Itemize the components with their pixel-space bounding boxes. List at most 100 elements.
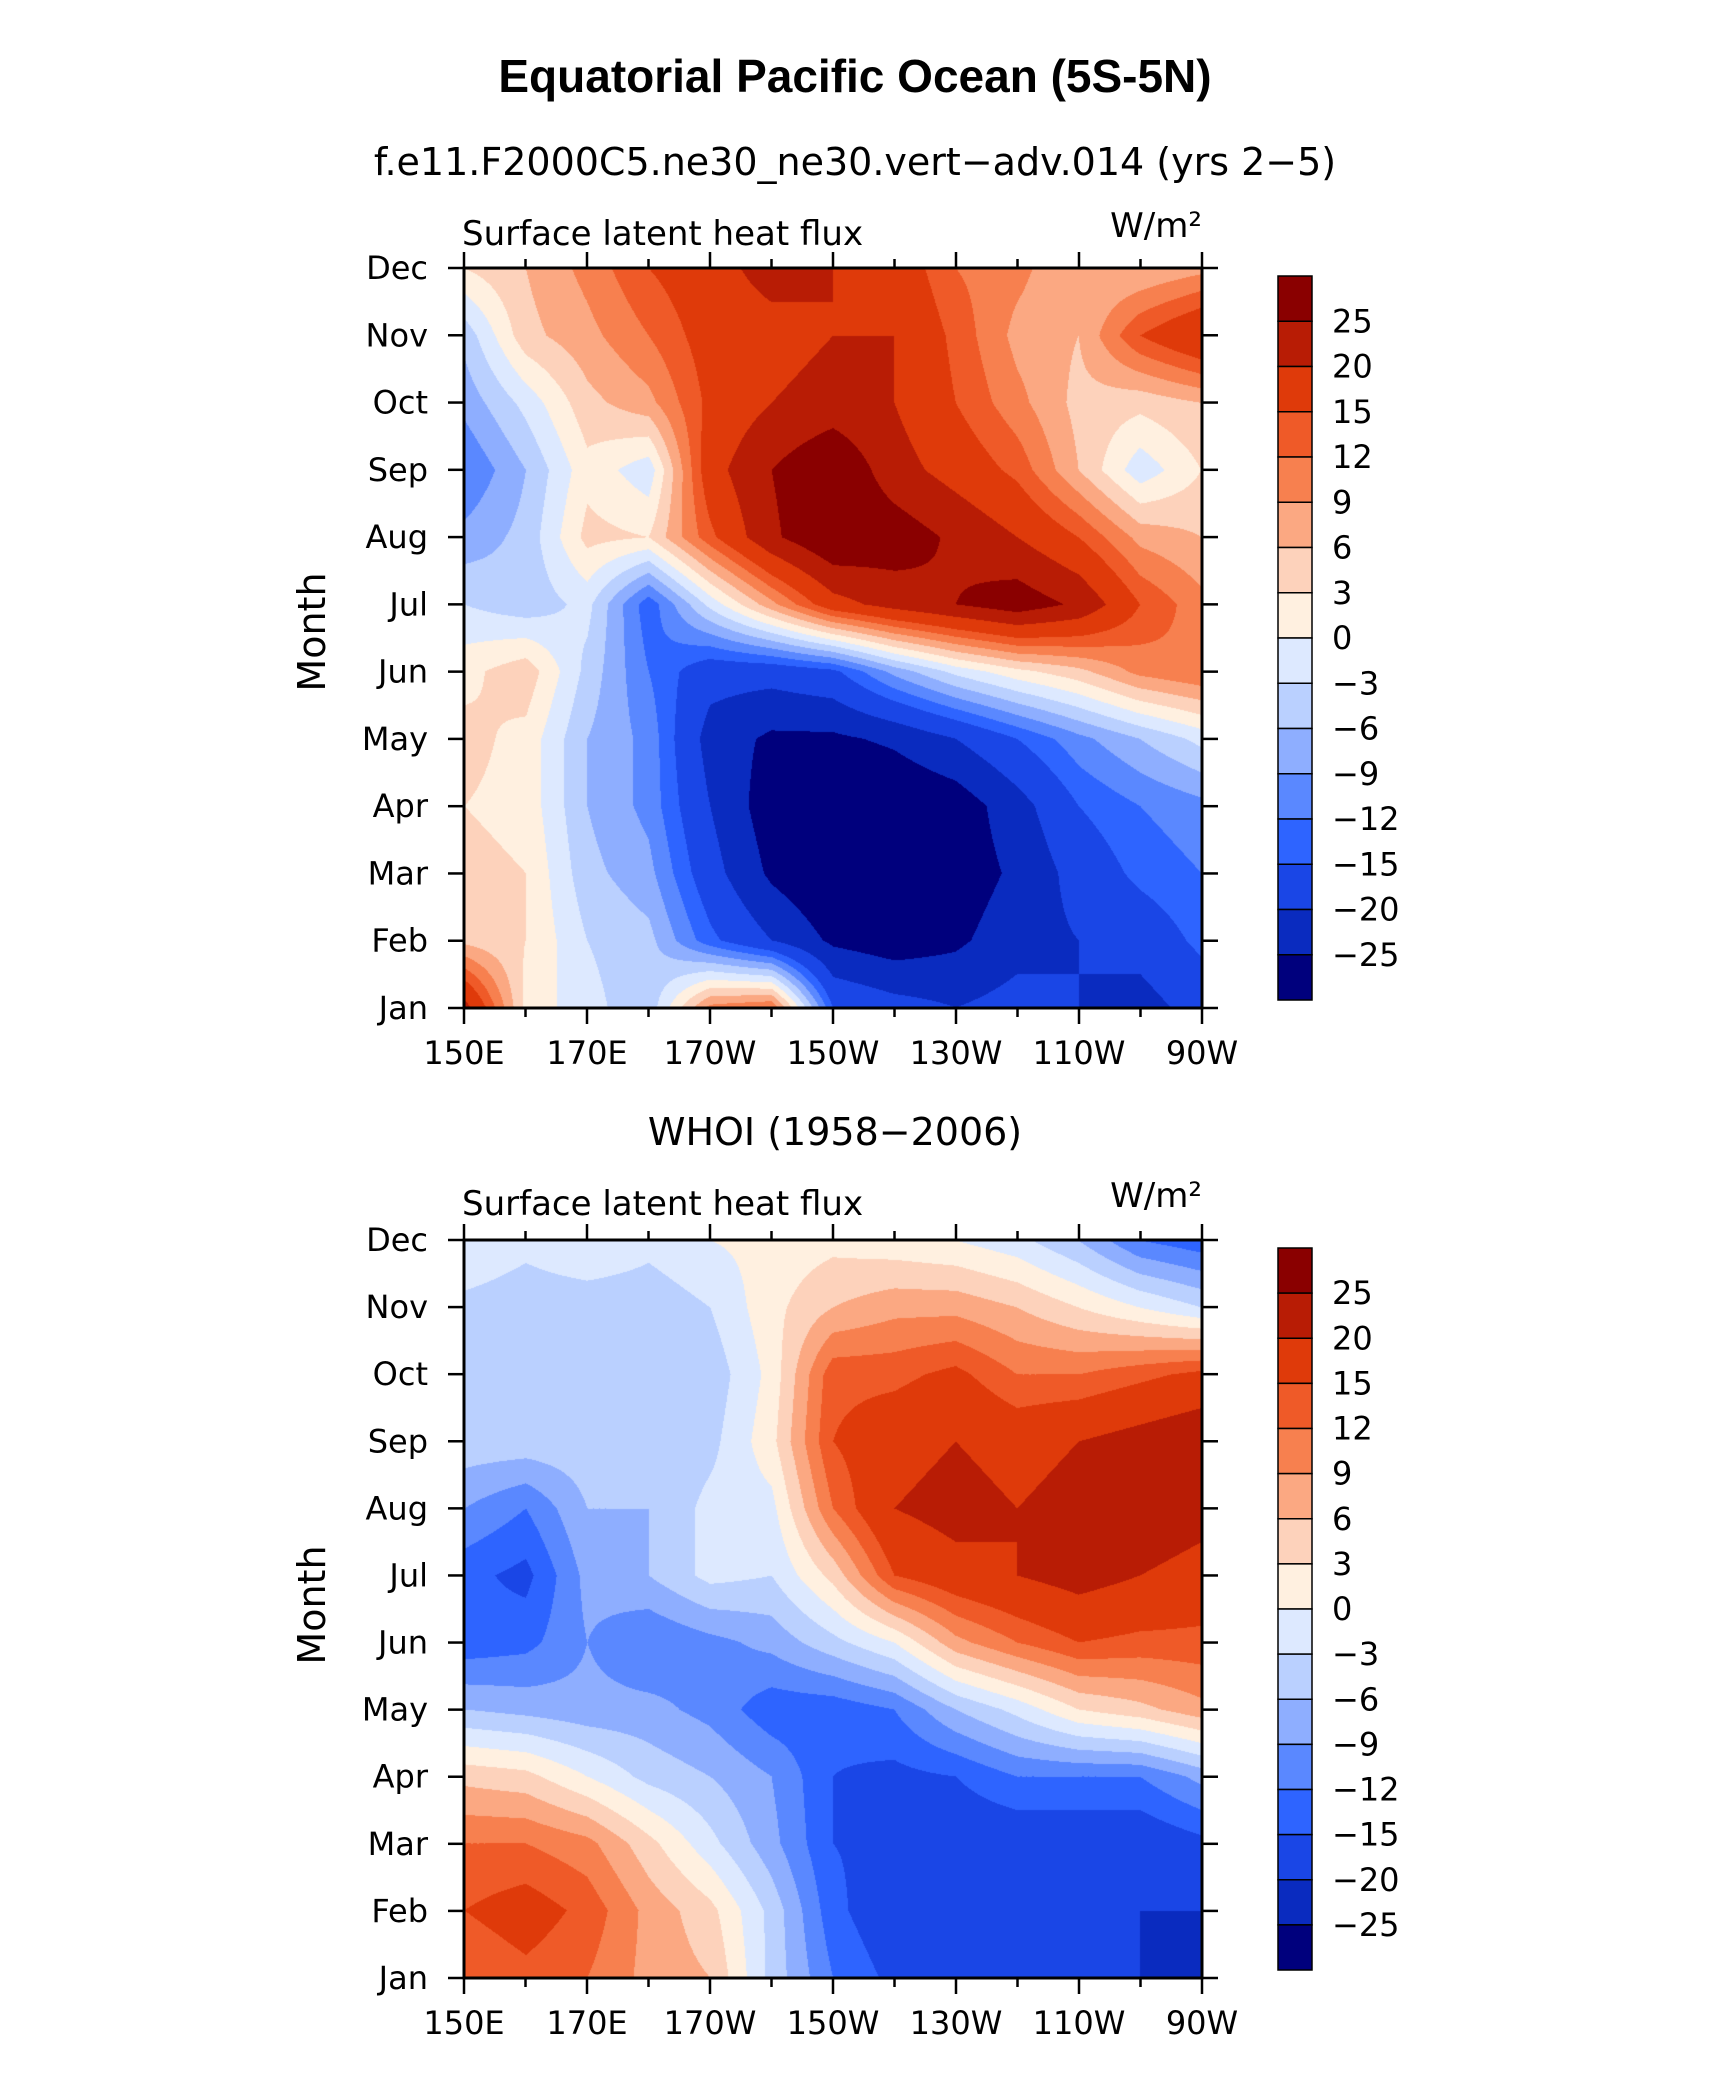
x-tick-label: 170E [546, 1034, 627, 1072]
colorbar-label: −3 [1332, 1635, 1379, 1673]
colorbar-label: −9 [1332, 755, 1379, 793]
y-tick-label: Dec [366, 249, 428, 287]
panel-top-units: W/m² [1110, 206, 1202, 246]
y-tick-label: Nov [366, 1288, 428, 1326]
x-tick-label: 150W [787, 1034, 880, 1072]
y-tick-label: Jul [387, 1556, 428, 1594]
colorbar-swatch [1277, 546, 1313, 594]
colorbar-label: 9 [1332, 1455, 1352, 1493]
colorbar-label: −15 [1332, 1816, 1400, 1854]
colorbar-label: 20 [1332, 1319, 1373, 1357]
panel-bottom-ylabel: Month [290, 1545, 334, 1664]
colorbar-label: −15 [1332, 845, 1400, 883]
colorbar-label: −6 [1332, 1680, 1379, 1718]
panel-top-ylabel: Month [290, 572, 334, 691]
y-tick-label: Apr [373, 787, 429, 825]
colorbar-swatch [1277, 773, 1313, 820]
colorbar-swatch [1277, 1743, 1313, 1791]
colorbar-swatch [1277, 954, 1313, 1001]
colorbar-swatch [1277, 1608, 1313, 1655]
colorbar-label: 0 [1332, 619, 1352, 657]
x-tick-label: 170W [664, 2004, 757, 2042]
colorbar-swatch [1277, 1833, 1313, 1881]
panel-top-variable-label: Surface latent heat flux [462, 214, 863, 254]
heatmap-field [464, 1240, 1202, 1978]
colorbar-swatch [1277, 1788, 1313, 1836]
panel-top: f.e11.F2000C5.ne30_ne30.vert−adv.014 (yr… [290, 140, 1400, 1072]
colorbar-label: −20 [1332, 891, 1400, 929]
colorbar-swatch [1277, 908, 1313, 956]
x-tick-label: 150W [787, 2004, 880, 2042]
colorbar-label: −12 [1332, 800, 1400, 838]
panel-top-colorbar: 25 20 15 12 9 6 3 0 −3 −6 −9 −12 −15 −20 −25 [1277, 275, 1400, 1001]
colorbar-swatch [1277, 320, 1313, 368]
x-tick-label: 130W [910, 1034, 1003, 1072]
colorbar-swatch [1277, 727, 1313, 775]
colorbar-swatch [1277, 1879, 1313, 1926]
colorbar-swatch [1277, 411, 1313, 458]
colorbar-swatch [1277, 1563, 1313, 1610]
colorbar-swatch [1277, 682, 1313, 730]
main-title: Equatorial Pacific Ocean (5S-5N) [498, 50, 1211, 102]
colorbar-label: −20 [1332, 1861, 1400, 1899]
panel-bottom: WHOI (1958−2006) Surface latent heat flu… [290, 1110, 1400, 2042]
colorbar-label: −25 [1332, 936, 1400, 974]
colorbar-label: 25 [1332, 302, 1373, 340]
colorbar-label: 25 [1332, 1274, 1373, 1312]
y-tick-label: Mar [368, 854, 429, 892]
colorbar-label: 9 [1332, 483, 1352, 521]
colorbar-swatch [1277, 637, 1313, 684]
colorbar-swatch [1277, 592, 1313, 639]
y-tick-label: Jun [376, 1624, 428, 1662]
y-tick-label: Nov [366, 316, 428, 354]
colorbar-label: 20 [1332, 348, 1373, 386]
colorbar-label: 12 [1332, 1410, 1373, 1448]
y-tick-label: Jun [376, 653, 428, 691]
colorbar-swatch [1277, 1472, 1313, 1520]
colorbar-swatch [1277, 1427, 1313, 1475]
panel-top-plot: 150E 170E 170W 150W 130W 110W 90W Jan Feb Mar Apr M… [362, 249, 1238, 1072]
y-tick-label: Sep [368, 1422, 428, 1460]
colorbar-label: −12 [1332, 1771, 1400, 1809]
y-tick-label: Aug [366, 1489, 428, 1527]
panel-bottom-colorbar: 25 20 15 12 9 6 3 0 −3 −6 −9 −12 −15 −20 −25 [1277, 1247, 1400, 1971]
colorbar-label: −6 [1332, 710, 1379, 748]
colorbar-swatch [1277, 1292, 1313, 1339]
colorbar-swatch [1277, 1382, 1313, 1430]
y-tick-label: Mar [368, 1825, 429, 1863]
colorbar-swatch [1277, 456, 1313, 503]
colorbar-label: 6 [1332, 1500, 1352, 1538]
colorbar-swatch [1277, 818, 1313, 865]
x-tick-label: 110W [1033, 2004, 1126, 2042]
panel-bottom-variable-label: Surface latent heat flux [462, 1184, 863, 1224]
panel-bottom-subtitle: WHOI (1958−2006) [648, 1110, 1022, 1154]
colorbar-swatch [1277, 1337, 1313, 1385]
y-tick-label: Jan [377, 1959, 428, 1997]
x-tick-label: 150E [423, 2004, 504, 2042]
y-tick-label: Feb [371, 1892, 428, 1930]
y-tick-label: Sep [368, 451, 428, 489]
panel-bottom-plot: 150E 170E 170W 150W 130W 110W 90W Jan Feb Mar Apr M… [362, 1221, 1238, 2042]
panel-top-subtitle: f.e11.F2000C5.ne30_ne30.vert−adv.014 (yr… [374, 140, 1336, 184]
x-tick-label: 170W [664, 1034, 757, 1072]
x-tick-label: 90W [1166, 2004, 1238, 2042]
colorbar-label: 6 [1332, 529, 1352, 567]
colorbar-swatch [1277, 1924, 1313, 1971]
y-tick-label: Oct [373, 1355, 428, 1393]
y-tick-label: Jan [377, 989, 428, 1027]
y-tick-label: Oct [373, 384, 428, 422]
colorbar-label: −9 [1332, 1725, 1379, 1763]
colorbar-swatch [1277, 1518, 1313, 1565]
colorbar-label: 0 [1332, 1590, 1352, 1628]
panel-bottom-units: W/m² [1110, 1176, 1202, 1216]
colorbar-swatch [1277, 1698, 1313, 1746]
colorbar-swatch [1277, 501, 1313, 549]
y-tick-label: Apr [373, 1758, 429, 1796]
x-tick-label: 90W [1166, 1034, 1238, 1072]
colorbar-label: −3 [1332, 664, 1379, 702]
x-tick-label: 170E [546, 2004, 627, 2042]
y-tick-label: Feb [371, 922, 428, 960]
colorbar-swatch [1277, 1653, 1313, 1700]
y-tick-label: Aug [366, 518, 428, 556]
